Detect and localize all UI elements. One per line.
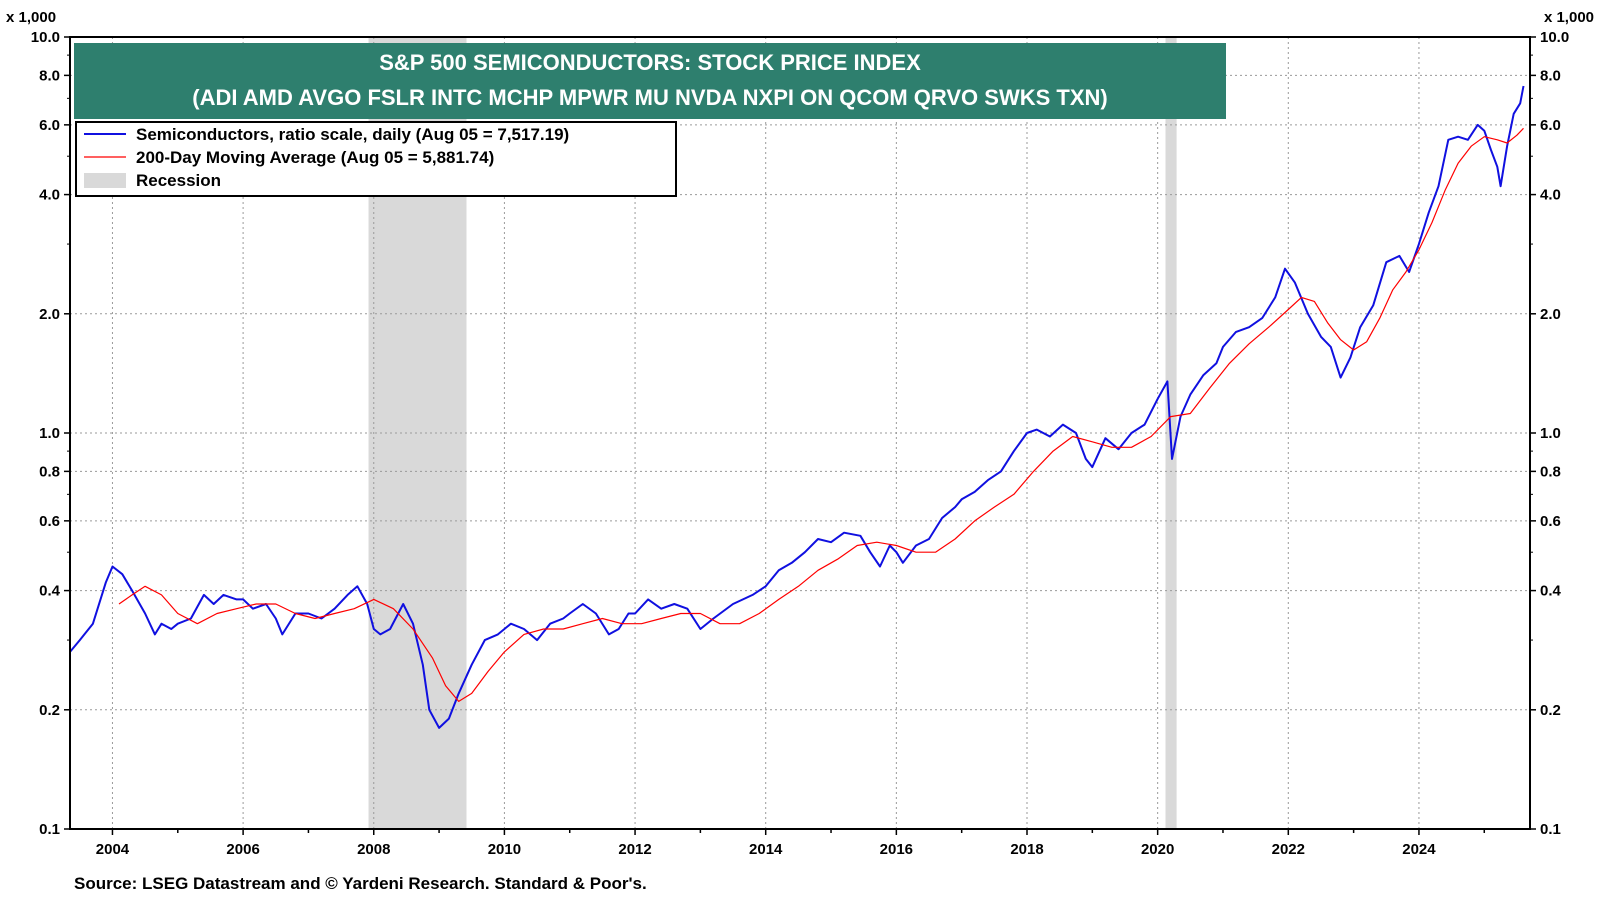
y-tick-label-left: 0.8	[39, 463, 60, 480]
y-axis-left: 0.1 0.2 0.4 0.6 0.8 1.0 2.0 4.0 6.0 8.0 10.0	[31, 29, 70, 838]
y-tick-label-left: 0.6	[39, 513, 60, 530]
y-tick-label-left: 0.2	[39, 702, 60, 719]
x-tick-label: 2018	[1010, 841, 1043, 858]
title-box: S&P 500 SEMICONDUCTORS: STOCK PRICE INDE…	[74, 43, 1226, 119]
x-tick-label: 2022	[1272, 841, 1305, 858]
y-tick-label-right: 2.0	[1540, 306, 1561, 323]
y-tick-label-left: 1.0	[39, 425, 60, 442]
chart-title: S&P 500 SEMICONDUCTORS: STOCK PRICE INDE…	[379, 50, 921, 75]
y-tick-label-left: 8.0	[39, 67, 60, 84]
x-tick-label: 2010	[488, 841, 521, 858]
y-tick-label-left: 6.0	[39, 117, 60, 134]
legend-box	[75, 121, 677, 197]
y-tick-label-right: 0.1	[1540, 821, 1561, 838]
y-tick-label-left: 0.4	[39, 583, 61, 600]
y-tick-label-left: 4.0	[39, 187, 60, 204]
x-axis: 2004 2006 2008 2010 2012 2014 2016 2018 2020 2022…	[96, 829, 1486, 858]
series-moving-average-line	[118, 127, 1524, 703]
y-tick-label-right: 0.8	[1540, 463, 1561, 480]
series-lines	[69, 85, 1525, 729]
y-tick-label-right: 8.0	[1540, 67, 1561, 84]
y-tick-label-left: 0.1	[39, 821, 60, 838]
y-axis-right: 0.1 0.2 0.4 0.6 0.8 1.0 2.0 4.0 6.0 8.0 10.0	[1530, 29, 1569, 838]
title-background	[74, 43, 1226, 119]
y-tick-label-right: 1.0	[1540, 425, 1561, 442]
y-tick-label-left: 2.0	[39, 306, 60, 323]
x-tick-label: 2014	[749, 841, 783, 858]
y-tick-label-left: 10.0	[31, 29, 60, 46]
source-note: Source: LSEG Datastream and © Yardeni Re…	[74, 874, 647, 893]
y-tick-label-right: 0.2	[1540, 702, 1561, 719]
y-tick-label-right: 0.6	[1540, 513, 1561, 530]
y-tick-label-right: 0.4	[1540, 583, 1562, 600]
x-tick-label: 2020	[1141, 841, 1174, 858]
chart-subtitle: (ADI AMD AVGO FSLR INTC MCHP MPWR MU NVD…	[192, 85, 1107, 110]
x-tick-label: 2006	[226, 841, 259, 858]
legend-swatch-recession	[84, 173, 126, 188]
x-tick-label: 2004	[96, 841, 130, 858]
y-tick-label-right: 10.0	[1540, 29, 1569, 46]
y-unit-left: x 1,000	[6, 9, 56, 26]
x-tick-label: 2008	[357, 841, 390, 858]
legend: Semiconductors, ratio scale, daily (Aug …	[75, 121, 677, 197]
x-tick-label: 2024	[1402, 841, 1436, 858]
x-tick-label: 2016	[880, 841, 913, 858]
legend-label-recession: Recession	[136, 171, 221, 190]
y-unit-right: x 1,000	[1544, 9, 1594, 26]
gridlines	[70, 37, 1530, 829]
y-tick-label-right: 4.0	[1540, 187, 1561, 204]
legend-label-semiconductors: Semiconductors, ratio scale, daily (Aug …	[136, 125, 569, 144]
legend-label-moving-average: 200-Day Moving Average (Aug 05 = 5,881.7…	[136, 148, 494, 167]
x-tick-label: 2012	[618, 841, 651, 858]
y-tick-label-right: 6.0	[1540, 117, 1561, 134]
